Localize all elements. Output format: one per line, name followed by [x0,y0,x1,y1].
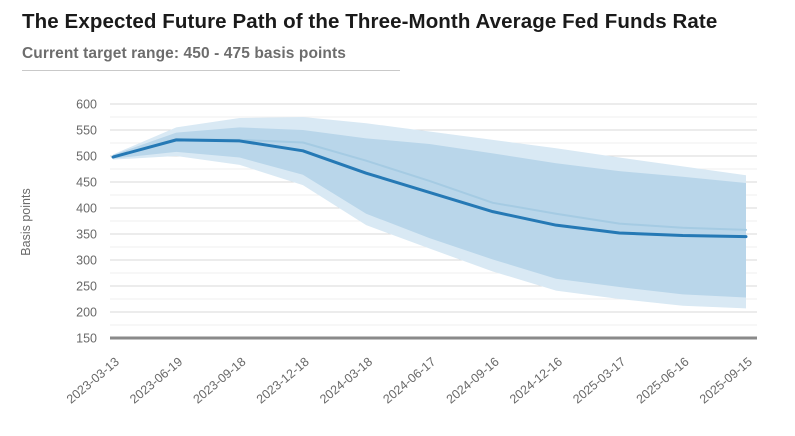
y-tick-label: 300 [76,254,97,268]
x-tick-label: 2025-03-17 [570,355,628,407]
x-tick-label: 2023-06-19 [127,355,185,407]
x-tick-label: 2024-12-16 [507,355,565,407]
y-tick-label: 250 [76,280,97,294]
x-tick-label: 2023-03-13 [64,355,122,407]
x-tick-label: 2025-09-15 [697,355,755,407]
y-tick-label: 150 [76,332,97,346]
y-tick-label: 200 [76,306,97,320]
y-tick-label: 550 [76,124,97,138]
x-tick-label: 2024-06-17 [380,355,438,407]
x-tick-label: 2025-06-16 [634,355,692,407]
y-tick-label: 450 [76,176,97,190]
y-axis-title: Basis points [19,188,33,255]
subtitle-divider [22,70,400,72]
page-subtitle: Current target range: 450 - 475 basis po… [22,45,346,63]
y-tick-label: 400 [76,202,97,216]
y-tick-label: 350 [76,228,97,242]
x-tick-label: 2023-12-18 [254,355,312,407]
expected-path-line [111,138,748,239]
x-tick-label: 2024-03-18 [317,355,375,407]
page-title: The Expected Future Path of the Three-Mo… [22,10,718,33]
x-tick-label: 2023-09-18 [191,355,249,407]
x-tick-label: 2024-09-16 [444,355,502,407]
y-tick-label: 500 [76,150,97,164]
inner-confidence-band [113,127,746,298]
y-tick-label: 600 [76,98,97,112]
chart-header: The Expected Future Path of the Three-Mo… [22,8,722,72]
